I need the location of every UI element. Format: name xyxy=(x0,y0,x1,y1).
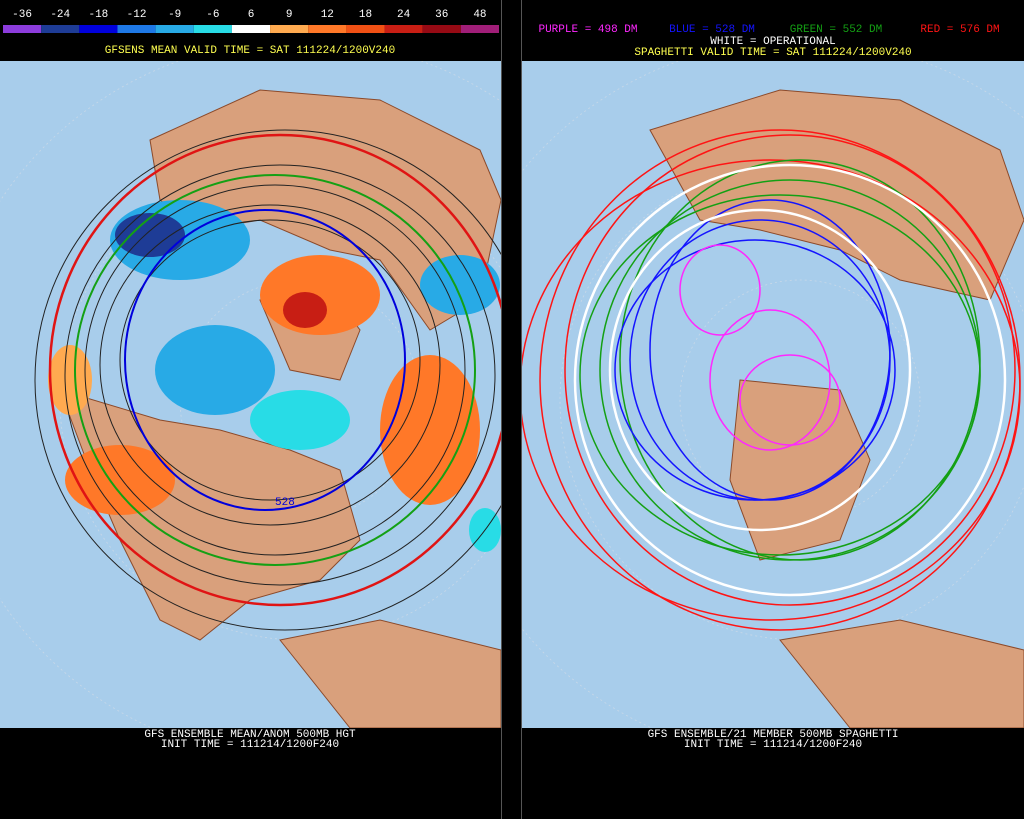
colorbar-swatch xyxy=(3,25,42,33)
colorbar-label: -18 xyxy=(88,9,108,21)
footer: GFS ENSEMBLE MEAN/ANOM 500MB HGT xyxy=(144,729,356,741)
anomaly xyxy=(155,325,275,415)
anomaly xyxy=(48,345,92,415)
colorbar-label: -36 xyxy=(12,9,32,21)
anomaly xyxy=(115,213,185,257)
colorbar-label: -12 xyxy=(127,9,147,21)
colorbar-label: 48 xyxy=(473,9,486,21)
colorbar-swatch xyxy=(346,25,385,33)
colorbar-label: 9 xyxy=(286,9,293,21)
colorbar-swatch xyxy=(117,25,156,33)
footer: INIT TIME = 111214/1200F240 xyxy=(161,739,339,751)
colorbar-swatch xyxy=(193,25,232,33)
colorbar-swatch xyxy=(155,25,194,33)
colorbar-label: 12 xyxy=(321,9,334,21)
colorbar-label: -9 xyxy=(168,9,181,21)
separator xyxy=(501,0,522,819)
colorbar-label: 36 xyxy=(435,9,448,21)
colorbar-swatch xyxy=(308,25,347,33)
legend-entry: RED = 576 DM xyxy=(920,24,999,36)
anomaly xyxy=(420,255,500,315)
anomaly xyxy=(250,390,350,450)
colorbar-label: -24 xyxy=(50,9,70,21)
colorbar-swatch xyxy=(41,25,80,33)
colorbar-label: -6 xyxy=(206,9,219,21)
colorbar-swatch xyxy=(460,25,499,33)
land xyxy=(729,379,871,561)
colorbar-swatch xyxy=(270,25,309,33)
legend-entry: GREEN = 552 DM xyxy=(790,24,882,36)
valid-time: GFSENS MEAN VALID TIME = SAT 111224/1200… xyxy=(105,45,395,57)
colorbar-swatch xyxy=(231,25,271,33)
colorbar-label: 18 xyxy=(359,9,372,21)
colorbar-swatch xyxy=(79,25,118,33)
contour-label: 528 xyxy=(275,497,295,509)
colorbar-label: 6 xyxy=(248,9,255,21)
land xyxy=(279,619,501,728)
valid-time: SPAGHETTI VALID TIME = SAT 111224/1200V2… xyxy=(634,47,911,59)
colorbar-swatch xyxy=(422,25,461,33)
operational: WHITE = OPERATIONAL xyxy=(710,36,835,48)
colorbar: -36 -24 -18 -12 -9 -6 6 9 12 18 24 36 48 xyxy=(3,9,499,33)
footer: GFS ENSEMBLE/21 MEMBER 500MB SPAGHETTI xyxy=(648,729,899,741)
anomaly xyxy=(65,445,175,515)
anomaly xyxy=(283,292,327,328)
anomaly xyxy=(380,355,480,505)
land xyxy=(779,619,1024,728)
colorbar-swatch xyxy=(384,25,423,33)
footer: INIT TIME = 111214/1200F240 xyxy=(684,739,862,751)
legend-entry: BLUE = 528 DM xyxy=(669,24,755,36)
colorbar-label: 24 xyxy=(397,9,411,21)
legend-entry: PURPLE = 498 DM xyxy=(538,24,637,36)
right-map xyxy=(522,61,1024,728)
divider xyxy=(501,0,502,819)
divider xyxy=(521,0,522,819)
left-map: 528 xyxy=(0,61,501,728)
spaghetti-legend: PURPLE = 498 DM BLUE = 528 DM GREEN = 552 … xyxy=(538,24,999,36)
